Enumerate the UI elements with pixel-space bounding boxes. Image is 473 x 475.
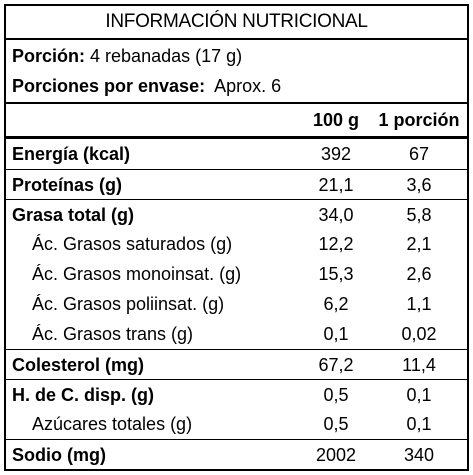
portions-per-package-value: Aprox. 6 — [214, 76, 282, 96]
value-per-portion: 1,1 — [406, 294, 432, 314]
table-row: Ác. Grasos trans (g) 0,1 0,02 — [6, 319, 467, 349]
portions-per-package-label: Porciones por envase: — [12, 76, 206, 96]
table-header: 100 g 1 porción — [6, 104, 467, 139]
value-per-100g: 2002 — [315, 445, 357, 465]
value-per-100g: 67,2 — [318, 355, 354, 375]
table-row: Sodio (mg) 2002 340 — [6, 439, 467, 470]
value-per-100g: 6,2 — [323, 294, 349, 314]
table-row: Ác. Grasos saturados (g) 12,2 2,1 — [6, 229, 467, 259]
nutrient-name: Sodio (mg) — [12, 445, 106, 465]
nutrient-name: Ác. Grasos trans (g) — [32, 324, 194, 344]
value-per-100g: 0,5 — [323, 385, 349, 405]
value-per-portion: 0,1 — [406, 414, 432, 434]
value-per-100g: 15,3 — [318, 264, 354, 284]
table-row: Azúcares totales (g) 0,5 0,1 — [6, 409, 467, 439]
nutrient-name: Azúcares totales (g) — [32, 414, 193, 434]
nutrient-name: Energía (kcal) — [12, 144, 131, 164]
value-per-portion: 340 — [403, 445, 435, 465]
label-title: INFORMACIÓN NUTRICIONAL — [6, 6, 467, 40]
value-per-100g: 0,1 — [323, 324, 349, 344]
value-per-portion: 67 — [408, 144, 430, 164]
nutrient-name: Proteínas (g) — [12, 175, 123, 195]
portion-value: 4 rebanadas (17 g) — [90, 46, 243, 66]
value-per-portion: 0,02 — [401, 324, 437, 344]
nutrient-name: Grasa total (g) — [12, 205, 135, 225]
table-row: H. de C. disp. (g) 0,5 0,1 — [6, 379, 467, 410]
table-row: Ác. Grasos poliinsat. (g) 6,2 1,1 — [6, 289, 467, 319]
value-per-portion: 11,4 — [402, 355, 436, 375]
column-header-100g: 100 g — [312, 110, 360, 130]
serving-info: Porción: 4 rebanadas (17 g) Porciones po… — [6, 40, 467, 104]
nutrient-name: Ác. Grasos saturados (g) — [32, 234, 233, 254]
value-per-portion: 0,1 — [406, 385, 432, 405]
table-row: Proteínas (g) 21,1 3,6 — [6, 169, 467, 200]
value-per-portion: 3,6 — [406, 175, 432, 195]
nutrition-facts-label: INFORMACIÓN NUTRICIONAL Porción: 4 reban… — [4, 4, 469, 471]
value-per-100g: 0,5 — [323, 414, 349, 434]
table-row: Colesterol (mg) 67,2 11,4 — [6, 349, 467, 380]
nutrient-name: Ác. Grasos poliinsat. (g) — [32, 294, 225, 314]
column-header-portion: 1 porción — [378, 110, 460, 130]
table-row: Energía (kcal) 392 67 — [6, 139, 467, 169]
nutrient-name: Colesterol (mg) — [12, 355, 145, 375]
value-per-100g: 34,0 — [318, 205, 354, 225]
table-row: Grasa total (g) 34,0 5,8 — [6, 199, 467, 230]
value-per-100g: 392 — [320, 144, 352, 164]
value-per-100g: 12,2 — [318, 234, 354, 254]
portion-row: Porción: 4 rebanadas (17 g) — [12, 41, 242, 71]
portion-label: Porción: — [12, 46, 86, 66]
portions-per-package-row: Porciones por envase: Aprox. 6 — [12, 71, 281, 101]
nutrient-name: Ác. Grasos monoinsat. (g) — [32, 264, 242, 284]
value-per-portion: 2,1 — [406, 234, 432, 254]
value-per-portion: 5,8 — [406, 205, 432, 225]
value-per-portion: 2,6 — [406, 264, 432, 284]
nutrient-name: H. de C. disp. (g) — [12, 385, 154, 405]
table-row: Ác. Grasos monoinsat. (g) 15,3 2,6 — [6, 259, 467, 289]
value-per-100g: 21,1 — [318, 175, 354, 195]
